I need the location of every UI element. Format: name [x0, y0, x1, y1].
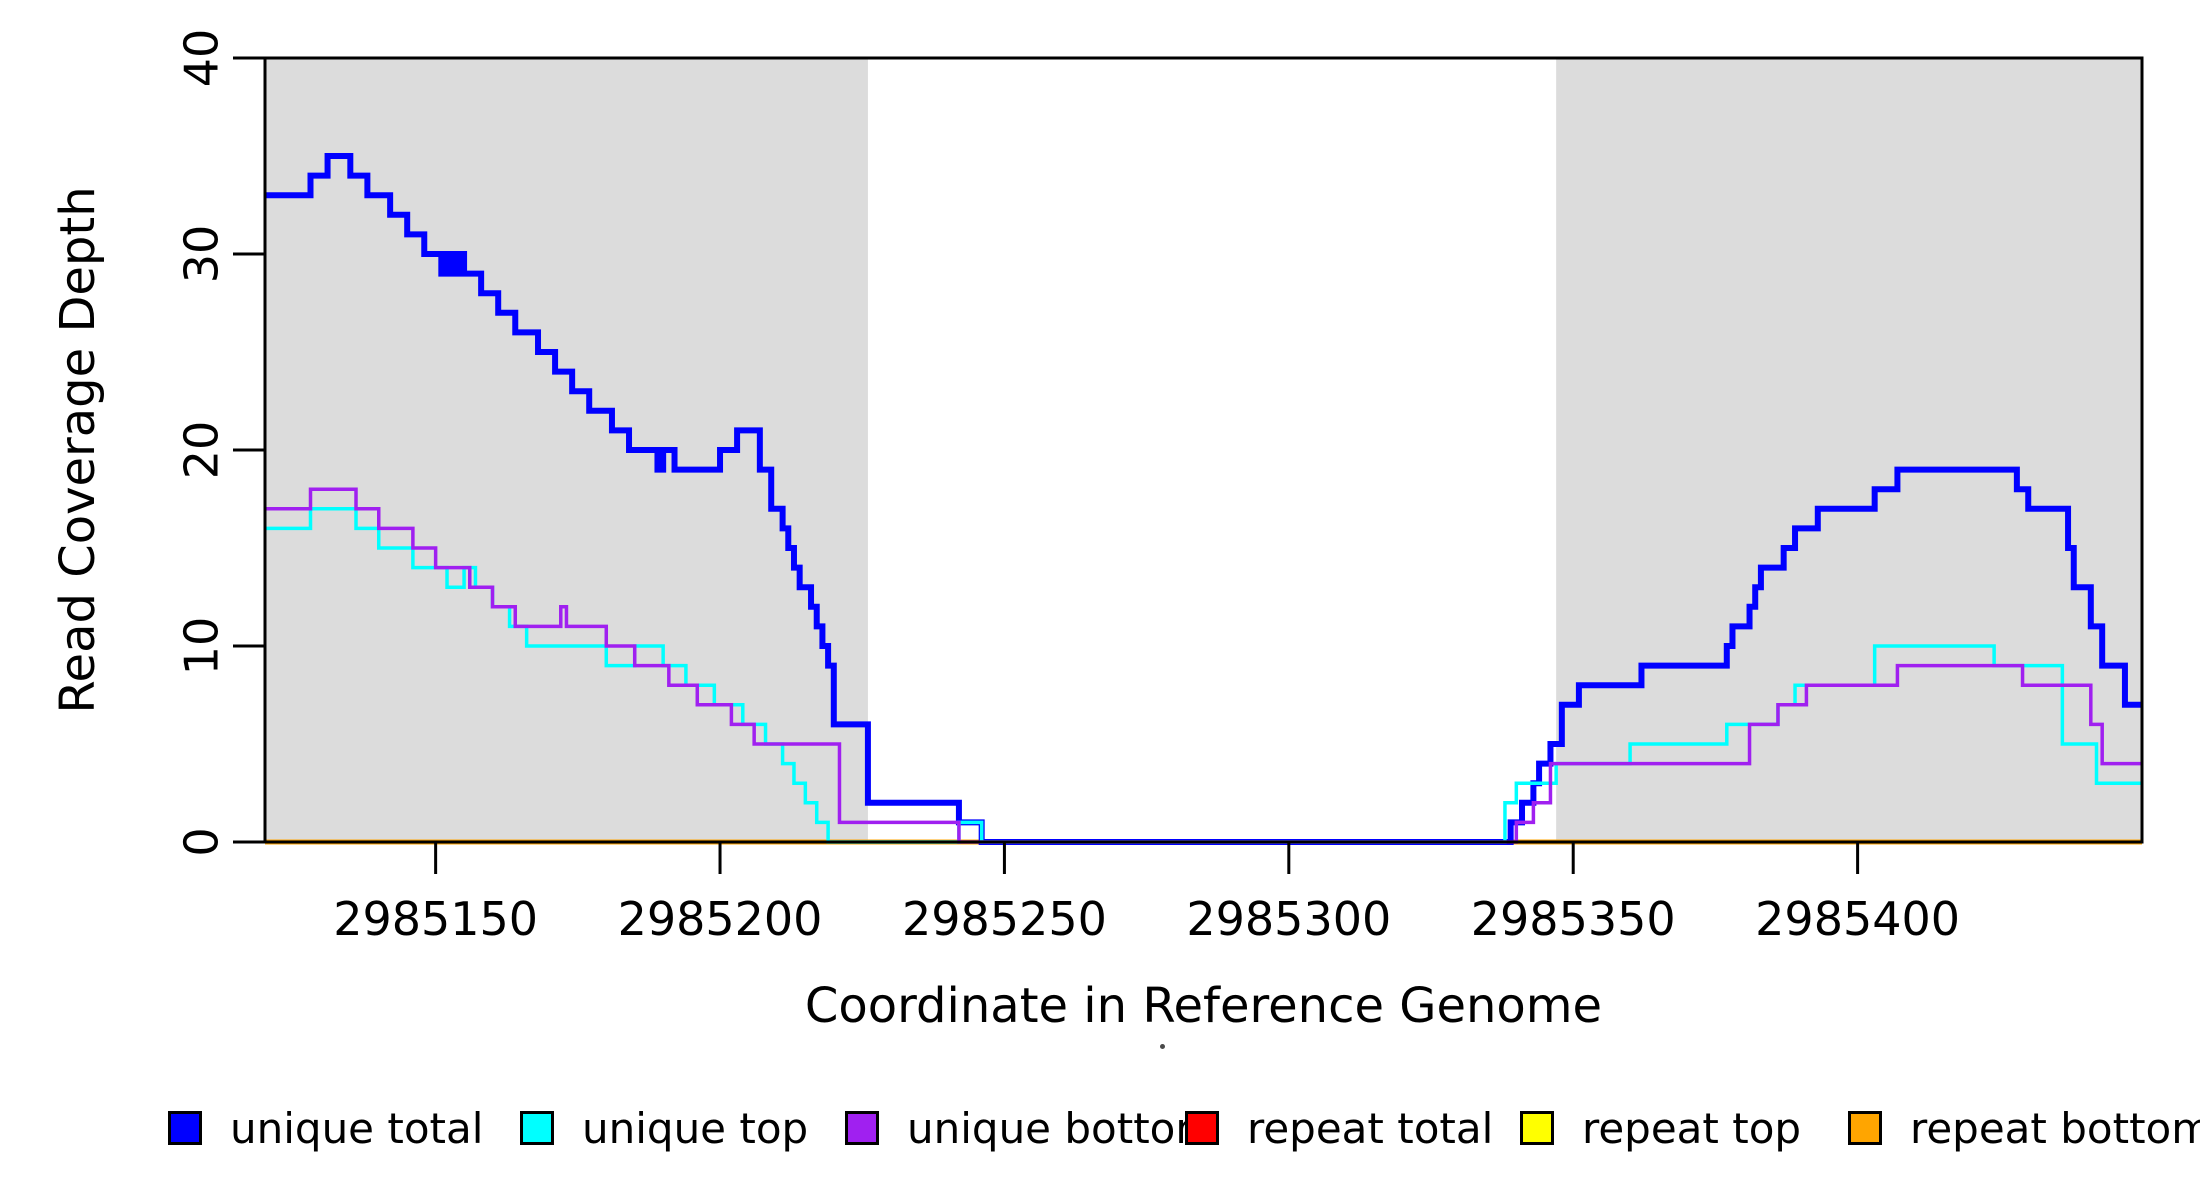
legend-label-unique-top: unique top: [582, 1103, 809, 1153]
legend-item-repeat-total: repeat total: [1185, 1103, 1493, 1153]
legend-label-repeat-top: repeat top: [1582, 1103, 1802, 1153]
x-tick-label: 2985200: [618, 892, 823, 946]
legend-swatch-unique-top: [520, 1111, 554, 1145]
legend-label-repeat-bottom: repeat bottom: [1910, 1103, 2200, 1153]
y-tick-label: 40: [175, 29, 229, 88]
right-gray-band: [1556, 58, 2142, 842]
legend-swatch-repeat-bottom: [1848, 1111, 1882, 1145]
legend-item-repeat-bottom: repeat bottom: [1848, 1103, 2200, 1153]
series-unique-total: [265, 153, 2142, 845]
legend-swatch-repeat-top: [1520, 1111, 1554, 1145]
legend-swatch-unique-bottom: [845, 1111, 879, 1145]
x-tick-label: 2985300: [1186, 892, 1391, 946]
legend-item-repeat-top: repeat top: [1520, 1103, 1801, 1153]
legend-item-unique-bottom: unique bottom: [845, 1103, 1216, 1153]
legend-label-repeat-total: repeat total: [1247, 1103, 1494, 1153]
y-tick-label: 10: [175, 617, 229, 676]
legend-label-unique-bottom: unique bottom: [907, 1103, 1217, 1153]
legend: unique total unique top unique bottom repea…: [0, 1103, 2200, 1153]
x-axis-title: Coordinate in Reference Genome: [804, 978, 1603, 1034]
y-axis-title: Read Coverage Depth: [50, 186, 106, 714]
legend-swatch-repeat-total: [1185, 1111, 1219, 1145]
y-tick-label: 30: [175, 225, 229, 284]
x-tick-label: 2985150: [333, 892, 538, 946]
legend-label-unique-total: unique total: [230, 1103, 484, 1153]
legend-item-unique-top: unique top: [520, 1103, 808, 1153]
y-tick-label: 20: [175, 421, 229, 480]
series-unique-bottom: [265, 487, 2142, 844]
artifact-dot: [1160, 1044, 1165, 1049]
x-tick-label: 2985250: [902, 892, 1107, 946]
legend-swatch-unique-total: [168, 1111, 202, 1145]
y-tick-label: 0: [175, 827, 229, 856]
x-tick-label: 2985400: [1755, 892, 1960, 946]
x-tick-label: 2985350: [1471, 892, 1676, 946]
legend-item-unique-total: unique total: [168, 1103, 483, 1153]
